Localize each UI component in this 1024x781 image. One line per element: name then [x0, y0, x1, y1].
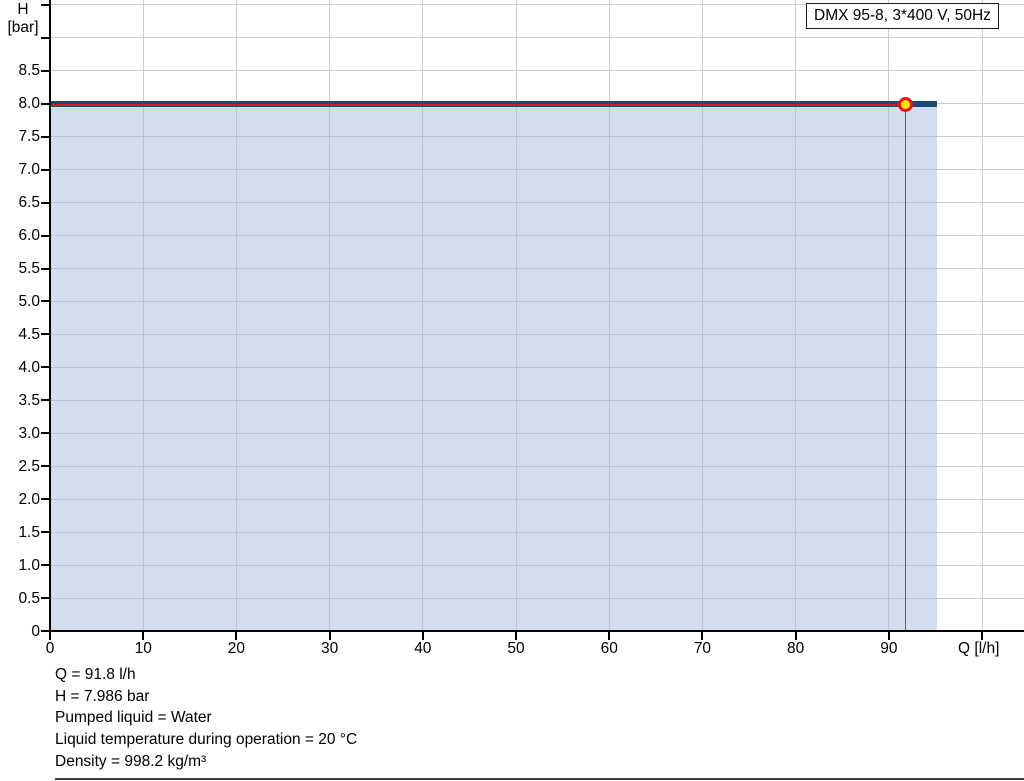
legend-box: DMX 95-8, 3*400 V, 50Hz: [806, 3, 999, 29]
x-axis-tick: [887, 632, 890, 640]
vertical-gridline: [981, 0, 983, 631]
y-axis-tick: [41, 102, 50, 105]
horizontal-gridline: [50, 70, 1024, 72]
info-density: Density = 998.2 kg/m³: [55, 752, 207, 770]
y-axis-tick: [41, 366, 50, 369]
y-axis-tick: [41, 564, 50, 567]
y-tick-label: 1.0: [18, 556, 40, 574]
x-tick-label: 0: [45, 640, 55, 657]
y-axis-tick: [41, 234, 50, 237]
legend-label: DMX 95-8, 3*400 V, 50Hz: [814, 7, 991, 24]
y-tick-label: 3.5: [18, 391, 40, 409]
y-axis-tick: [41, 531, 50, 534]
y-tick-label: 2.5: [18, 457, 40, 475]
y-axis-tick: [41, 432, 50, 435]
y-axis-label-quantity: H: [17, 1, 29, 18]
x-axis-tick: [608, 632, 611, 640]
y-tick-label: 6.5: [18, 194, 40, 212]
horizontal-gridline: [50, 37, 1024, 39]
chart-plot-area: 0 0.5 1.0 1.5 2.0 2.5 3.0 3.5 4.0 4.5 5.0 5.5 6.0 6.5…: [18, 0, 1024, 657]
y-tick-label: 0: [31, 622, 40, 640]
y-tick-label: 6.0: [18, 227, 40, 245]
x-axis-tick: [421, 632, 424, 640]
y-tick-label: 7.5: [18, 128, 40, 146]
x-axis-tick: [235, 632, 238, 640]
duty-point-marker[interactable]: [898, 97, 914, 113]
y-axis-tick: [41, 498, 50, 501]
x-tick-label: 80: [787, 640, 805, 657]
y-tick-label: 3.0: [18, 424, 40, 442]
y-axis-tick: [41, 201, 50, 204]
curve-area-fill: [50, 107, 938, 631]
y-axis-tick: [41, 3, 50, 6]
y-tick-label: 4.5: [18, 325, 40, 343]
y-axis-tick: [41, 630, 50, 632]
bottom-divider: [55, 778, 1024, 780]
y-tick-label: 8.0: [18, 95, 40, 113]
x-axis-tick: [701, 632, 704, 640]
y-tick-label: 1.5: [18, 523, 40, 541]
x-tick-label: 20: [227, 640, 246, 657]
y-tick-label: 5.5: [18, 260, 40, 278]
x-axis-line: [48, 629, 1024, 633]
operating-data-block: Q = 91.8 l/h H = 7.986 bar Pumped liquid…: [55, 664, 357, 773]
x-axis-tick: [49, 632, 51, 640]
y-tick-label: 0.5: [18, 589, 40, 607]
info-pumped-liquid: Pumped liquid = Water: [55, 709, 212, 727]
y-axis-label-unit: [bar]: [7, 19, 39, 36]
x-axis-unit-label: Q [l/h]: [958, 640, 1000, 657]
y-axis-tick: [41, 168, 50, 171]
y-tick-label: 2.0: [18, 490, 40, 508]
x-tick-label: 10: [134, 640, 152, 657]
y-axis-line: [48, 0, 51, 633]
selected-operating-range-line: [50, 103, 906, 106]
y-tick-label: 7.0: [18, 161, 40, 179]
y-axis-tick: [41, 333, 50, 336]
info-liquid-temperature: Liquid temperature during operation = 20…: [55, 731, 358, 749]
horizontal-gridline: [50, 4, 1024, 6]
x-axis-tick: [981, 632, 984, 640]
y-axis-tick: [41, 135, 50, 138]
y-axis-label: H [bar]: [0, 1, 46, 37]
y-axis-tick: [41, 36, 50, 39]
y-axis-tick: [41, 465, 50, 468]
x-tick-label: 50: [507, 640, 525, 657]
x-tick-label: 70: [693, 640, 712, 657]
info-flow: Q = 91.8 l/h: [55, 666, 136, 683]
x-tick-label: 90: [880, 640, 898, 657]
y-axis-tick: [41, 597, 50, 600]
y-tick-label: 5.0: [18, 292, 40, 310]
x-axis-tick: [328, 632, 331, 640]
x-axis-tick: [515, 632, 518, 640]
y-axis-tick: [41, 300, 50, 303]
x-tick-label: 60: [600, 640, 618, 657]
x-axis-tick: [142, 632, 145, 640]
x-axis-tick: [794, 632, 797, 640]
x-tick-label: 30: [320, 640, 339, 657]
y-axis-tick: [41, 267, 50, 270]
y-tick-label: 4.0: [18, 358, 40, 376]
y-tick-label: 8.5: [18, 62, 40, 80]
operating-point-drop-line: [904, 104, 907, 631]
y-axis-tick: [41, 69, 50, 72]
y-axis-tick: [41, 399, 50, 402]
x-tick-label: 40: [414, 640, 432, 657]
info-head: H = 7.986 bar: [55, 687, 150, 705]
